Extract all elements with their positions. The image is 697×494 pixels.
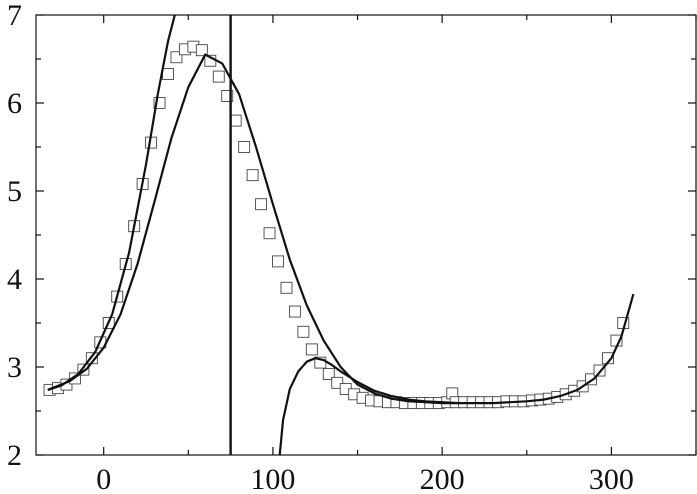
y-tick-label: 6 — [7, 87, 22, 120]
data-point-square — [229, 114, 242, 127]
plot-area — [43, 15, 635, 455]
data-point-square — [153, 97, 166, 109]
data-point-square — [255, 198, 268, 211]
marker-series — [43, 40, 630, 410]
data-point-square — [322, 368, 335, 380]
data-point-square — [272, 255, 284, 268]
data-point-square — [212, 70, 225, 83]
data-point-square — [297, 325, 310, 338]
data-point-square — [246, 169, 259, 182]
axes: 0 100 200 300 2 3 4 5 6 7 — [7, 0, 697, 494]
data-point-square — [288, 305, 301, 318]
y-tick-label: 4 — [7, 263, 22, 296]
data-point-square — [314, 356, 327, 369]
data-point-square — [195, 44, 208, 57]
data-point-square — [77, 363, 90, 376]
x-tick-label: 100 — [250, 463, 295, 494]
y-tick-label: 3 — [7, 351, 22, 384]
x-tick-label: 300 — [589, 463, 634, 494]
data-point-square — [238, 141, 251, 153]
data-point-square — [305, 343, 318, 356]
data-point-square — [170, 51, 183, 64]
data-point-square — [162, 68, 174, 80]
data-point-square — [280, 281, 293, 294]
data-point-square — [585, 373, 598, 386]
data-point-square — [593, 364, 606, 377]
data-point-square — [221, 90, 234, 102]
x-tick-label: 0 — [96, 463, 111, 494]
y-tick-label: 2 — [7, 439, 22, 472]
fit-curve-3 — [278, 357, 460, 455]
y-tick-label: 5 — [7, 175, 22, 208]
y-tick-label: 7 — [7, 0, 22, 32]
data-point-square — [263, 227, 276, 240]
data-point-square — [331, 376, 344, 389]
x-tick-label: 200 — [420, 463, 465, 494]
